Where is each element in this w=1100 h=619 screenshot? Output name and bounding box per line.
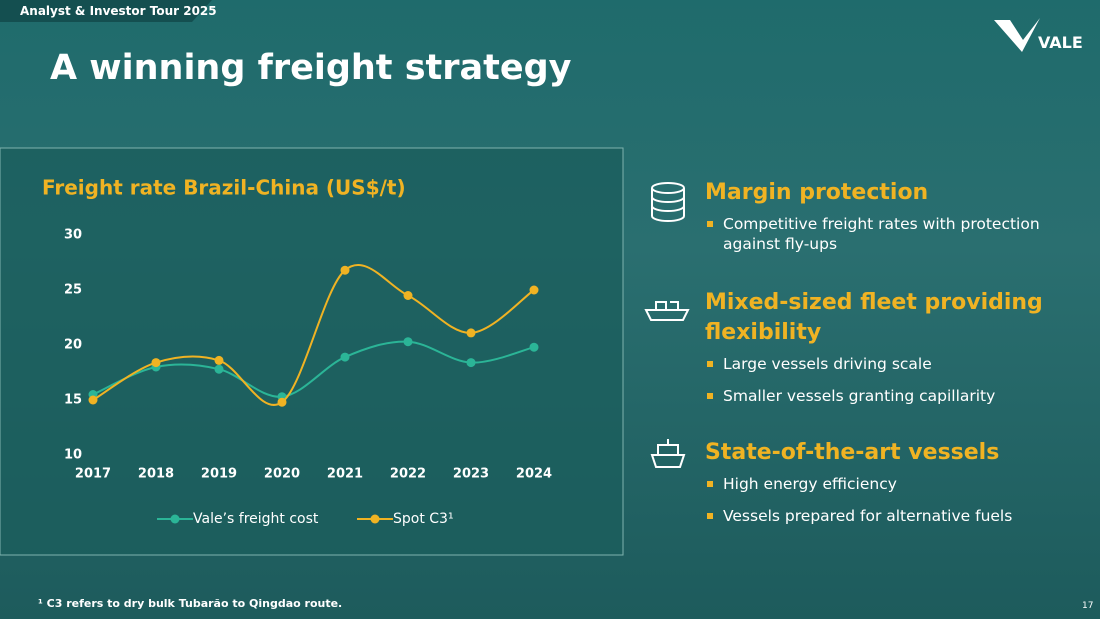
- series-line: [92, 264, 535, 406]
- bullet: Competitive freight rates with protectio…: [705, 214, 1085, 254]
- y-tick-label: 10: [64, 448, 82, 463]
- section-title: State-of-the-art vessels: [705, 440, 1000, 465]
- chart: Freight rate Brazil-China (US$/t) 10 15 20…: [42, 176, 552, 528]
- data-point: [88, 395, 98, 405]
- data-point: [403, 337, 413, 347]
- data-point: [529, 342, 539, 352]
- y-tick-label: 20: [64, 338, 82, 353]
- page-number: 17: [1082, 601, 1094, 611]
- x-tick-label: 2019: [201, 467, 237, 482]
- footnote: ¹ C3 refers to dry bulk Tubarão to Qingd…: [38, 597, 343, 610]
- logo-mark: [994, 18, 1040, 52]
- icons: [644, 182, 690, 468]
- section-title: Margin protection: [705, 180, 929, 205]
- x-tick-label: 2022: [390, 467, 426, 482]
- slide-title: A winning freight strategy: [50, 48, 572, 88]
- x-tick-label: 2021: [327, 467, 363, 482]
- data-point: [529, 285, 539, 295]
- section: State-of-the-art vessels High energy effi…: [705, 438, 1085, 538]
- x-tick-label: 2020: [264, 467, 300, 482]
- bullet: High energy efficiency: [705, 474, 1085, 494]
- legend-label: Vale’s freight cost: [193, 511, 319, 527]
- section: Mixed-sized fleet providing flexibility L…: [705, 288, 1085, 418]
- y-tick-label: 15: [64, 393, 82, 408]
- bullet-list: Competitive freight rates with protectio…: [705, 214, 1085, 254]
- legend-marker: [370, 514, 380, 524]
- section: Margin protection Competitive freight rat…: [705, 178, 1085, 266]
- series-line: [92, 340, 535, 398]
- data-point: [466, 358, 476, 368]
- y-tick-label: 30: [64, 228, 82, 243]
- bullet: Large vessels driving scale: [705, 354, 1085, 374]
- bullet: Vessels prepared for alternative fuels: [705, 506, 1085, 526]
- legend-marker: [170, 514, 180, 524]
- y-tick-label: 25: [64, 283, 82, 298]
- data-point: [340, 352, 350, 362]
- logo-text: VALE: [1038, 33, 1083, 52]
- data-point: [151, 358, 161, 368]
- x-tick-label: 2017: [75, 467, 111, 482]
- legend-label: Spot C3¹: [393, 511, 454, 527]
- x-tick-label: 2024: [516, 467, 552, 482]
- data-point: [277, 397, 287, 407]
- data-point: [214, 364, 224, 374]
- data-point: [466, 328, 476, 338]
- x-tick-label: 2018: [138, 467, 174, 482]
- bullet: Smaller vessels granting capillarity: [705, 386, 1085, 406]
- bullet-list: High energy efficiency Vessels prepared f…: [705, 474, 1085, 526]
- tag: Analyst & Investor Tour 2025: [20, 4, 217, 18]
- tag-band: [0, 0, 212, 22]
- data-point: [340, 265, 350, 275]
- data-point: [403, 291, 413, 300]
- x-tick-label: 2023: [453, 467, 489, 482]
- section-title: Mixed-sized fleet providing flexibility: [705, 290, 1043, 345]
- data-point: [214, 355, 224, 365]
- chart-title: Freight rate Brazil-China (US$/t): [42, 176, 406, 200]
- bullet-list: Large vessels driving scale Smaller vesse…: [705, 354, 1085, 406]
